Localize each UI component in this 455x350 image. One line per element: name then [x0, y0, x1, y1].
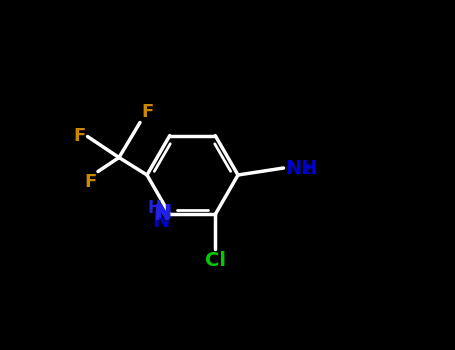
Text: NH: NH [285, 159, 318, 177]
Text: Cl: Cl [205, 251, 226, 270]
Text: N: N [153, 204, 171, 224]
Text: F: F [74, 127, 86, 146]
Text: H: H [147, 199, 161, 217]
Text: 2: 2 [302, 163, 312, 177]
Text: N: N [155, 203, 172, 222]
Text: F: F [142, 103, 154, 121]
Text: F: F [84, 173, 96, 191]
Text: N: N [152, 211, 170, 231]
